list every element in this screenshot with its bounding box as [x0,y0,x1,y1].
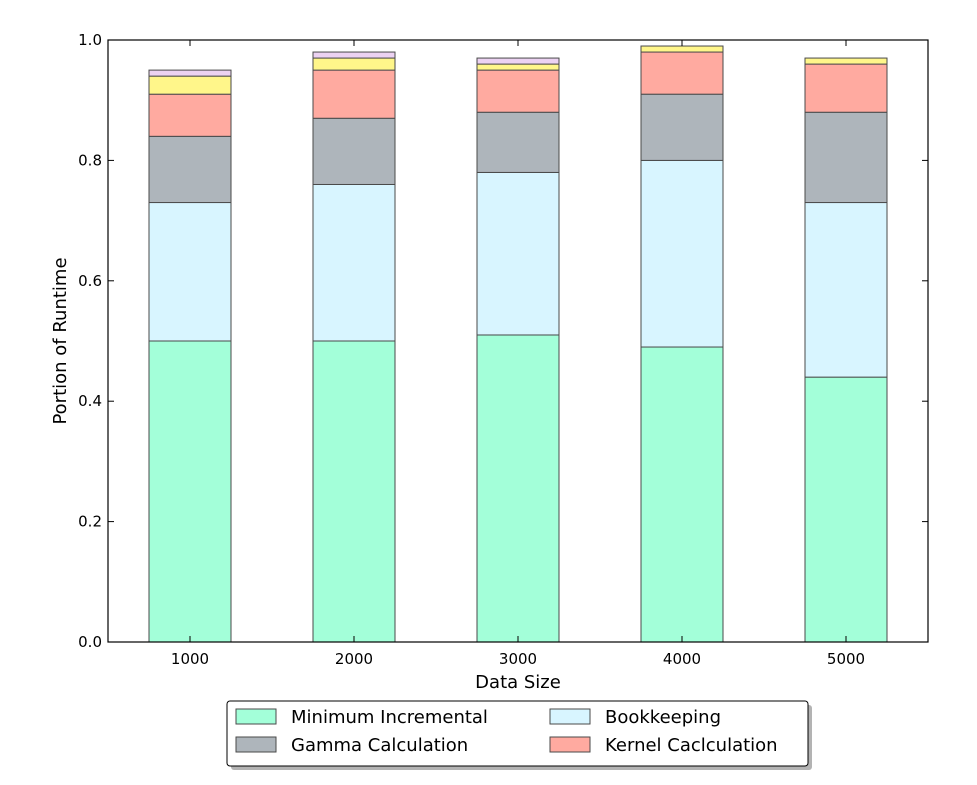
y-tick-label: 0.2 [78,513,102,531]
legend-label: Gamma Calculation [291,735,468,756]
bar-2000-series-2 [312,117,396,185]
legend-box [226,700,809,767]
legend-swatch [549,708,591,725]
x-tick-label: 1000 [171,650,209,668]
bar-2000-series-4 [312,57,396,71]
x-tick-label: 5000 [827,650,865,668]
x-tick-label: 2000 [335,650,373,668]
bar-1000-series-0 [148,340,232,643]
legend-label: Minimum Incremental [291,707,488,728]
bar-2000-series-5 [312,51,396,59]
bar-4000-series-0 [640,346,724,643]
bar-5000-series-1 [804,202,888,378]
x-tick-label: 4000 [663,650,701,668]
ticks-layer: 0.0 0.2 0.4 0.6 0.8 1.0 1000 2000 3000 4000 5000 [78,31,928,668]
bar-5000-series-2 [804,111,888,204]
bar-1000-series-1 [148,202,232,342]
bar-2000-series-3 [312,69,396,119]
legend-items: Minimum Incremental Bookkeeping Gamma Calc… [235,707,778,756]
bar-4000-series-2 [640,93,724,161]
legend: Minimum Incremental Bookkeeping Gamma Calc… [226,700,812,770]
bar-1000-series-2 [148,135,232,204]
bar-2000-series-0 [312,340,396,643]
y-tick-label: 0.8 [78,151,102,169]
bars-layer [148,45,888,643]
legend-swatch [235,708,277,725]
y-tick-label: 0.0 [78,633,102,651]
bar-1000-series-3 [148,93,232,137]
x-tick-label: 3000 [499,650,537,668]
bar-4000-series-1 [640,159,724,348]
bar-5000-series-4 [804,57,888,65]
bar-2000-series-1 [312,183,396,342]
bar-4000-series-4 [640,45,724,53]
y-tick-label: 0.4 [78,392,102,410]
bar-1000-series-4 [148,75,232,95]
bar-3000-series-2 [476,111,560,173]
bar-3000-series-3 [476,69,560,113]
bar-4000-series-3 [640,51,724,95]
legend-label: Kernel Caclculation [605,735,778,756]
legend-swatch [549,736,591,753]
bar-3000-series-0 [476,334,560,643]
bar-3000-series-5 [476,57,560,65]
bar-3000-series-4 [476,63,560,71]
bar-1000-series-5 [148,69,232,77]
y-axis-title: Portion of Runtime [50,257,71,424]
x-axis-title: Data Size [475,672,561,693]
bar-5000-series-0 [804,376,888,643]
bar-3000-series-1 [476,171,560,336]
y-tick-label: 1.0 [78,31,102,49]
y-tick-label: 0.6 [78,272,102,290]
legend-label: Bookkeeping [605,707,721,728]
legend-swatch [235,736,277,753]
bar-5000-series-3 [804,63,888,113]
